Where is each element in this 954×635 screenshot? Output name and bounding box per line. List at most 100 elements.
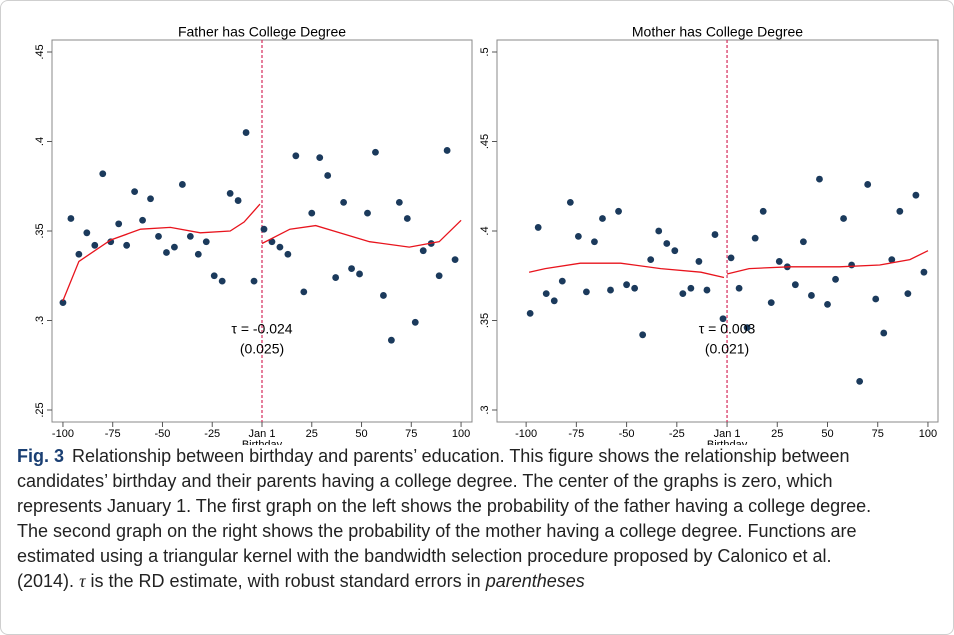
- data-point: [387, 336, 395, 344]
- data-point: [727, 254, 735, 262]
- data-point: [226, 190, 234, 197]
- x-tick-label: -50: [619, 428, 635, 440]
- annotation: τ = 0.003: [699, 321, 756, 337]
- data-point: [751, 234, 759, 242]
- tau-symbol: τ: [79, 571, 86, 591]
- fit-line: [726, 250, 929, 275]
- caption-line: candidates’ birthday and their parents h…: [17, 471, 833, 491]
- data-point: [115, 220, 123, 228]
- data-point: [880, 329, 888, 337]
- x-tick-label: 100: [452, 428, 470, 440]
- data-point: [234, 197, 242, 204]
- caption-text: (2014).: [17, 571, 75, 591]
- data-point: [411, 318, 419, 326]
- data-point: [292, 152, 300, 160]
- data-point: [300, 288, 308, 296]
- data-point: [583, 288, 590, 296]
- x-tick-label: -75: [105, 428, 121, 440]
- data-point: [679, 290, 687, 298]
- data-point: [356, 270, 363, 278]
- data-point: [558, 277, 566, 285]
- data-point: [832, 275, 839, 283]
- y-tick-label: .3: [479, 405, 491, 414]
- data-point: [210, 272, 218, 280]
- data-point: [250, 277, 258, 285]
- y-tick-label: .35: [479, 313, 491, 328]
- data-point: [775, 258, 783, 265]
- data-point: [324, 172, 332, 179]
- data-point: [276, 243, 284, 251]
- data-point: [671, 247, 679, 255]
- data-point: [340, 198, 348, 206]
- data-point: [419, 247, 427, 255]
- data-point: [743, 324, 751, 332]
- data-point: [888, 256, 896, 264]
- x-tick-label: -100: [52, 428, 74, 440]
- data-point: [864, 181, 872, 188]
- x-axis-label: Birthday: [707, 439, 748, 445]
- x-tick-label: 100: [919, 428, 937, 440]
- data-point: [848, 261, 856, 269]
- data-point: [443, 147, 451, 154]
- data-point: [91, 241, 99, 249]
- data-point: [599, 215, 606, 222]
- x-tick-label: -75: [568, 428, 584, 440]
- y-tick-label: .25: [34, 402, 46, 417]
- y-tick-label: .45: [34, 44, 46, 59]
- data-point: [242, 129, 250, 136]
- data-point: [615, 207, 622, 215]
- x-tick-label: -50: [155, 428, 171, 440]
- y-tick-label: .3: [34, 316, 46, 325]
- data-point: [178, 181, 186, 188]
- data-point: [767, 299, 775, 307]
- data-point: [631, 284, 639, 292]
- x-tick-label: 50: [821, 428, 833, 440]
- data-point: [348, 265, 355, 272]
- data-point: [799, 238, 807, 246]
- data-point: [711, 231, 719, 238]
- data-point: [816, 175, 823, 183]
- data-point: [663, 240, 671, 247]
- x-tick-label: 50: [355, 428, 367, 440]
- data-point: [131, 188, 139, 196]
- data-point: [719, 315, 727, 323]
- data-point: [99, 170, 107, 178]
- fit-line: [62, 203, 261, 302]
- data-point: [123, 241, 131, 249]
- caption-line: estimated using a triangular kernel with…: [17, 546, 832, 566]
- data-point: [791, 281, 799, 289]
- x-tick-label: Jan 1: [714, 428, 741, 440]
- x-tick-label: 75: [405, 428, 417, 440]
- data-point: [655, 227, 663, 235]
- data-point: [566, 198, 574, 206]
- caption-italic: parentheses: [485, 571, 585, 591]
- data-point: [163, 249, 170, 256]
- caption-line: represents January 1. The first graph on…: [17, 496, 872, 516]
- data-point: [260, 225, 268, 233]
- data-point: [574, 232, 582, 240]
- x-tick-label: -100: [515, 428, 537, 440]
- data-point: [372, 148, 379, 156]
- data-point: [920, 268, 928, 276]
- data-point: [623, 281, 630, 289]
- chart-title: Mother has College Degree: [632, 24, 803, 40]
- x-tick-label: -25: [204, 428, 220, 440]
- data-point: [735, 284, 743, 292]
- data-point: [202, 238, 210, 246]
- data-point: [364, 209, 371, 217]
- data-point: [526, 309, 534, 317]
- data-point: [534, 224, 542, 231]
- y-tick-label: .4: [34, 137, 46, 146]
- data-point: [808, 292, 815, 299]
- data-point: [155, 232, 162, 240]
- data-point: [687, 284, 695, 292]
- data-point: [647, 256, 655, 264]
- caption-text: Relationship between birthday and parent…: [72, 446, 850, 466]
- data-point: [639, 331, 647, 339]
- charts: Father has College Degree .25 .3 .35 .4 .45 -1…: [34, 24, 939, 445]
- caption-line: The second graph on the right shows the …: [17, 521, 857, 541]
- x-tick-label: 75: [872, 428, 884, 440]
- data-point: [316, 154, 324, 162]
- data-point: [171, 243, 178, 251]
- data-point: [759, 207, 767, 215]
